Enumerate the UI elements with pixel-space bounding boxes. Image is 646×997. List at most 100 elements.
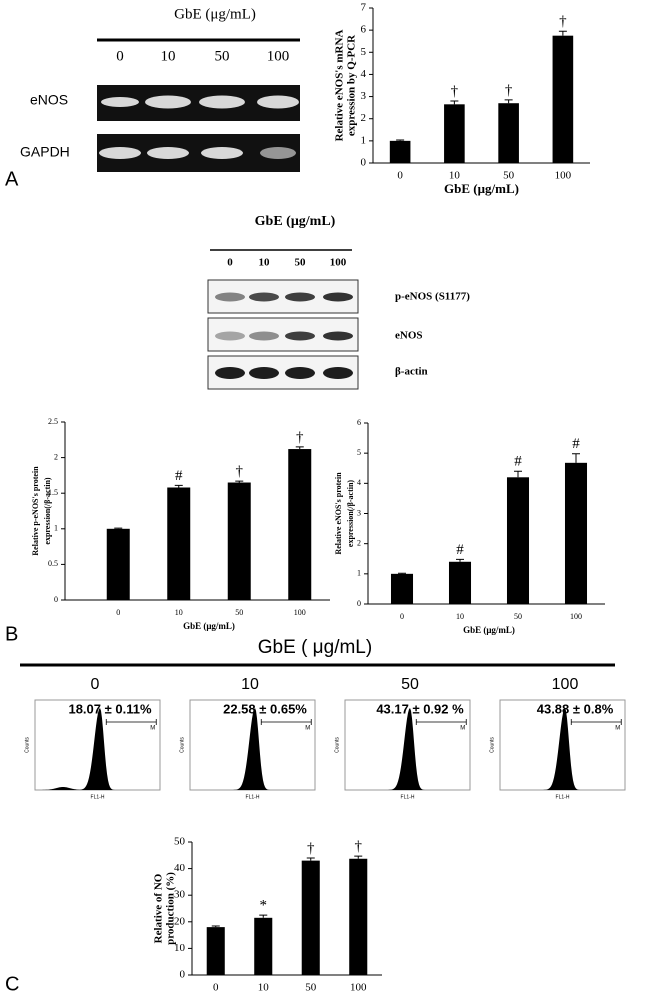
error-bar xyxy=(456,558,464,562)
histogram xyxy=(190,708,315,790)
blot-row-label: eNOS xyxy=(395,330,423,342)
y-tick-label: 1 xyxy=(54,524,58,533)
flow-percent: 43.17 ± 0.92 % xyxy=(376,701,464,716)
y-tick-label: 0 xyxy=(54,595,58,604)
gel-row-label: eNOS xyxy=(30,92,68,108)
histogram xyxy=(35,708,160,790)
bar xyxy=(552,35,574,163)
gel-band xyxy=(99,147,141,159)
blot-band xyxy=(323,331,353,341)
bar xyxy=(106,528,130,600)
flow-x-label: FL1-H xyxy=(401,794,415,800)
gel-band xyxy=(257,95,299,109)
bar xyxy=(564,462,588,604)
x-tick-label: 100 xyxy=(294,608,306,617)
error-bar xyxy=(354,855,363,859)
lane-label: 10 xyxy=(241,676,259,693)
bar-annotation: † xyxy=(355,839,363,855)
y-tick-label: 0 xyxy=(180,969,186,981)
error-bar xyxy=(259,914,268,918)
lane-label: 50 xyxy=(215,48,230,64)
y-tick-label: 1.5 xyxy=(48,488,58,497)
gate-marker xyxy=(260,719,312,725)
gel-band xyxy=(260,147,296,159)
flow-y-label: Counts xyxy=(489,737,495,753)
x-tick-label: 50 xyxy=(503,170,515,182)
y-tick-label: 20 xyxy=(174,915,186,927)
histogram xyxy=(500,708,625,790)
y-tick-label: 6 xyxy=(361,24,367,36)
error-bar xyxy=(295,446,304,450)
x-tick-label: 100 xyxy=(350,982,367,994)
y-axis-label: expression(/β-actin) xyxy=(43,477,52,545)
bar xyxy=(444,104,465,163)
bar xyxy=(206,927,225,975)
gate-marker xyxy=(570,719,622,725)
error-bar xyxy=(450,100,459,105)
flow-y-label: Counts xyxy=(179,737,185,753)
y-tick-label: 7 xyxy=(361,2,367,14)
blot-band xyxy=(249,331,279,341)
bar xyxy=(167,487,191,600)
x-tick-label: 100 xyxy=(570,612,582,621)
bar-annotation: † xyxy=(307,840,315,856)
bar xyxy=(288,449,312,600)
y-tick-label: 40 xyxy=(174,862,186,874)
blot-band xyxy=(323,292,353,302)
blot-band xyxy=(285,367,315,379)
y-tick-label: 3 xyxy=(357,508,361,517)
blot-band xyxy=(249,367,279,379)
blot-band xyxy=(215,367,245,379)
blot-band xyxy=(323,367,353,379)
blot-band xyxy=(285,331,315,341)
x-tick-label: 100 xyxy=(555,170,572,182)
lane-label: 10 xyxy=(259,257,271,269)
bar-annotation: † xyxy=(505,82,513,98)
bar xyxy=(254,917,273,975)
blot-title: GbE (μg/mL) xyxy=(255,214,336,229)
y-tick-label: 5 xyxy=(361,46,367,58)
flow-percent: 22.58 ± 0.65% xyxy=(223,701,307,716)
panel-label: B xyxy=(5,623,18,645)
lane-label: 100 xyxy=(267,48,290,64)
x-axis-label: GbE (μg/mL) xyxy=(183,621,235,631)
blot-row-label: p-eNOS (S1177) xyxy=(395,291,470,303)
flow-percent: 43.88 ± 0.8% xyxy=(537,701,614,716)
y-tick-label: 2 xyxy=(357,538,361,547)
bar xyxy=(227,482,251,600)
y-tick-label: 50 xyxy=(174,836,186,848)
gel-title: GbE (μg/mL) xyxy=(174,6,256,22)
y-axis-label: Relative of NO xyxy=(153,873,165,943)
lane-label: 100 xyxy=(552,676,579,693)
blot-row-label: β-actin xyxy=(395,366,428,378)
y-tick-label: 0 xyxy=(361,157,367,169)
x-tick-label: 10 xyxy=(456,612,464,621)
bar-annotation: † xyxy=(451,83,459,99)
error-bar xyxy=(398,572,406,574)
y-tick-label: 0 xyxy=(357,599,361,608)
lane-label: 0 xyxy=(116,48,124,64)
error-bar xyxy=(504,99,513,104)
lane-label: 50 xyxy=(295,257,307,269)
y-axis-label: Relative eNOS's mRNA xyxy=(334,30,346,142)
y-axis-label: production (%) xyxy=(165,872,177,945)
y-tick-label: 1 xyxy=(357,569,361,578)
gel-band xyxy=(147,147,189,159)
bar xyxy=(506,477,530,604)
x-tick-label: 0 xyxy=(116,608,120,617)
x-tick-label: 0 xyxy=(213,982,219,994)
bar-annotation: † xyxy=(296,429,304,445)
y-axis-label: Relative eNOS's protein xyxy=(334,472,343,555)
blot-band xyxy=(249,292,279,302)
y-axis-label: Relative p-eNOS's protein xyxy=(31,466,40,556)
y-tick-label: 4 xyxy=(357,478,361,487)
y-tick-label: 1 xyxy=(361,134,367,146)
gel-band xyxy=(199,95,245,109)
error-bar xyxy=(306,857,315,861)
lane-label: 10 xyxy=(161,48,176,64)
error-bar xyxy=(211,925,220,928)
panel-label: C xyxy=(5,973,19,995)
x-axis-label: GbE (μg/mL) xyxy=(444,181,519,196)
flow-x-label: FL1-H xyxy=(246,794,260,800)
